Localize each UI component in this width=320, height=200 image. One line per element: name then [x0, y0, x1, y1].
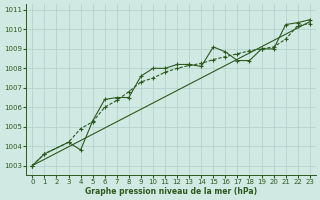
X-axis label: Graphe pression niveau de la mer (hPa): Graphe pression niveau de la mer (hPa) [85, 187, 257, 196]
